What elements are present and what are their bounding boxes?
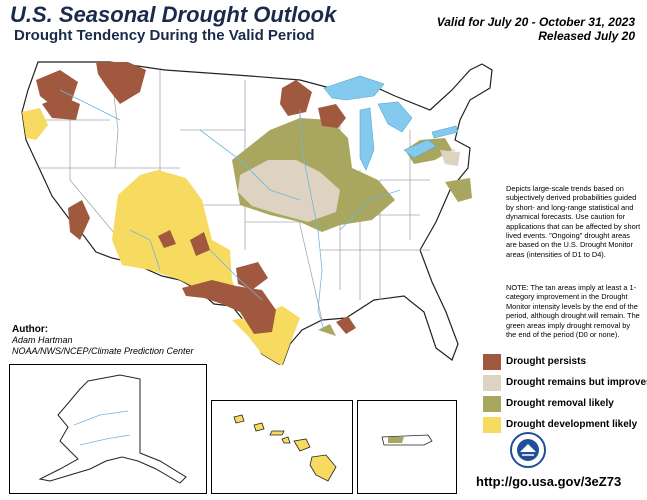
alaska-land	[38, 374, 187, 484]
valid-period: Valid for July 20 - October 31, 2023	[436, 15, 635, 29]
legend-swatch	[483, 417, 501, 433]
puerto-rico-removal	[388, 437, 404, 443]
legend-label: Drought development likely	[506, 419, 638, 430]
hawaii-islands	[233, 414, 337, 482]
drought-development-areas	[22, 108, 300, 365]
legend-swatch	[483, 375, 501, 391]
conus-map	[21, 61, 493, 365]
puerto-rico-inset	[357, 400, 457, 494]
alaska-inset	[9, 364, 207, 494]
outlook-description: Depicts large-scale trends based on subj…	[506, 184, 641, 259]
agency-seal-icon	[510, 432, 546, 468]
drought-persists-areas	[36, 62, 356, 334]
legend-label: Drought removal likely	[506, 398, 614, 409]
alaska-rivers	[73, 410, 131, 446]
map-subtitle: Drought Tendency During the Valid Period	[14, 27, 315, 44]
great-lakes	[323, 75, 459, 171]
author-organization: NOAA/NWS/NCEP/Climate Prediction Center	[12, 346, 194, 356]
outlook-note: NOTE: The tan areas imply at least a 1-c…	[506, 283, 640, 340]
author-heading: Author:	[12, 324, 49, 335]
legend-swatch	[483, 396, 501, 412]
map-title: U.S. Seasonal Drought Outlook	[10, 2, 337, 27]
rivers	[59, 89, 401, 331]
legend-label: Drought persists	[506, 356, 587, 367]
release-date: Released July 20	[538, 29, 635, 43]
outlook-url-link[interactable]: http://go.usa.gov/3eZ73	[476, 474, 622, 489]
author-name: Adam Hartman	[12, 335, 73, 345]
drought-improves-areas	[238, 150, 460, 222]
conus-land	[21, 61, 493, 365]
legend-label: Drought remains but improves	[506, 377, 647, 388]
legend-swatch	[483, 354, 501, 370]
hawaii-inset	[211, 400, 353, 494]
